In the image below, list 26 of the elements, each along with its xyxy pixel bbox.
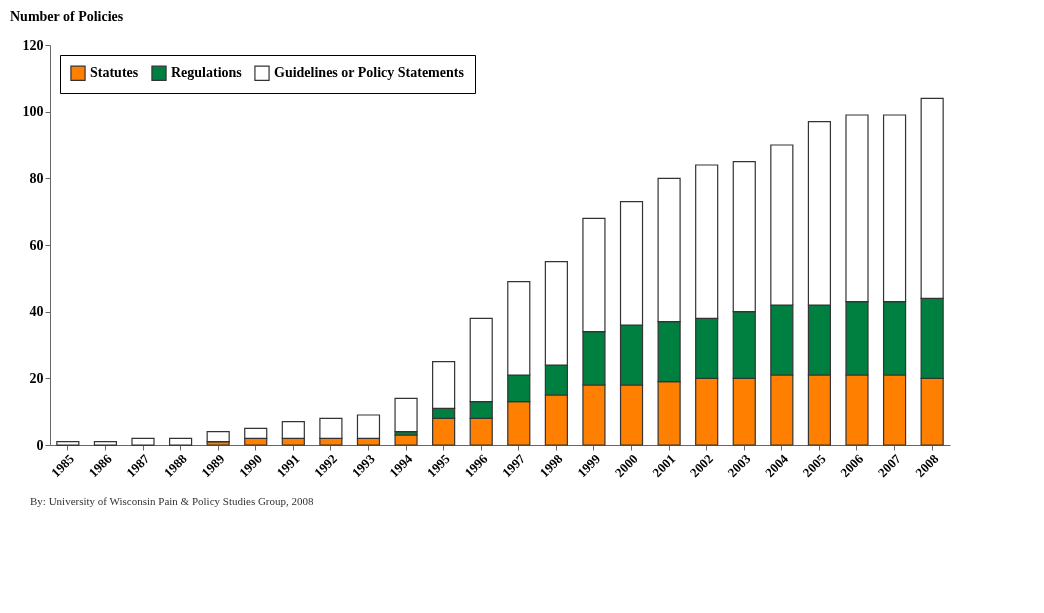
text: By: University of Wisconsin Pain & Policy Studies Group, 2008 xyxy=(30,495,315,507)
x-tick-label: 1985 xyxy=(48,450,78,481)
x-tick-label: 1993 xyxy=(348,450,379,481)
y-tick-label: 40 xyxy=(29,304,44,320)
x-tick-label: 1991 xyxy=(273,451,303,481)
x-tick-label: 1988 xyxy=(160,450,191,481)
bar xyxy=(394,434,418,446)
bar xyxy=(394,397,418,433)
y-tick-label: 60 xyxy=(29,237,44,253)
x-tick-label: 1998 xyxy=(536,450,566,481)
y-tick-label: 80 xyxy=(29,170,44,186)
x-tick-label: 1999 xyxy=(574,450,604,481)
bar xyxy=(131,437,155,446)
bar xyxy=(168,437,193,446)
x-tick-label: 1989 xyxy=(198,450,228,481)
y-tick-label: 20 xyxy=(29,370,44,386)
y-tick-label: 120 xyxy=(22,37,44,53)
legend-label: Statutes xyxy=(90,65,139,81)
x-tick-label: 1990 xyxy=(235,451,265,481)
bar xyxy=(206,431,230,443)
y-tick-label: 0 xyxy=(36,437,44,453)
x-tick-label: 1992 xyxy=(311,451,341,481)
legend-label: Regulations xyxy=(171,65,243,81)
legend-label: Guidelines or Policy Statements xyxy=(274,65,465,81)
y-tick-label: 100 xyxy=(22,104,44,120)
y-axis-title: Number of Policies xyxy=(10,9,124,24)
